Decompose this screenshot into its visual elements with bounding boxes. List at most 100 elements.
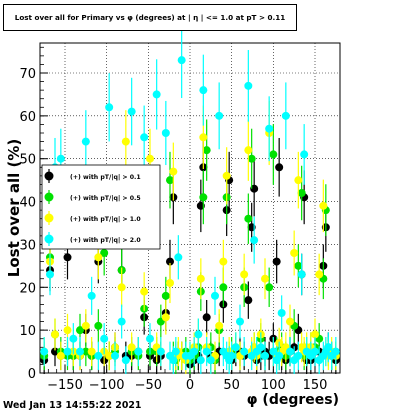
legend-marker (44, 234, 54, 244)
data-point (261, 351, 269, 360)
data-point (206, 356, 215, 365)
legend-box (41, 164, 161, 250)
data-points (40, 22, 340, 378)
data-point (277, 309, 286, 317)
data-point (190, 347, 199, 356)
data-point (294, 351, 303, 360)
x-tick-label: −150 (47, 378, 83, 393)
title-box: Lost over all for Primary vs φ (degrees)… (3, 4, 297, 31)
data-point (297, 189, 306, 197)
data-point (105, 103, 114, 112)
data-point (199, 86, 208, 95)
data-point (134, 347, 143, 356)
timestamp: Wed Jan 13 14:55:22 2021 (3, 400, 142, 411)
data-point (51, 347, 59, 356)
data-point (140, 133, 149, 142)
x-axis-label: φ (degrees) (247, 392, 339, 408)
data-point (111, 351, 119, 360)
data-point (40, 347, 49, 356)
data-point (69, 334, 78, 343)
data-point (286, 317, 294, 326)
data-point (63, 326, 72, 335)
data-point (311, 347, 319, 356)
data-point (331, 347, 340, 356)
y-tick-label: 40 (19, 196, 36, 211)
data-point (196, 356, 205, 365)
data-point (196, 274, 205, 283)
data-point (76, 326, 84, 335)
data-point (256, 343, 265, 352)
data-point (281, 111, 290, 120)
data-point (156, 347, 165, 356)
data-point (265, 283, 274, 292)
y-tick-label: 10 (19, 324, 36, 339)
legend-label: (+) with pT/|q| > 0.1 (70, 174, 141, 182)
y-tick-label: 50 (19, 153, 36, 168)
data-point (290, 249, 299, 257)
data-point (146, 154, 154, 163)
data-point (250, 236, 259, 245)
x-tick-label: 100 (261, 378, 286, 393)
data-point (56, 154, 65, 163)
data-point (319, 201, 328, 210)
data-point (324, 343, 333, 352)
data-point (81, 321, 90, 330)
data-point (269, 347, 278, 356)
data-point (297, 270, 306, 279)
legend-label: (+) with pT/|q| > 1.0 (70, 216, 141, 224)
data-point (94, 351, 103, 360)
data-point (174, 253, 183, 262)
data-point (146, 334, 154, 343)
data-point (87, 347, 96, 356)
data-point (127, 343, 136, 352)
data-point (222, 171, 231, 180)
data-point (219, 257, 228, 266)
data-point (177, 56, 186, 65)
data-point (236, 317, 244, 326)
data-point (51, 330, 59, 339)
legend: (+) with pT/|q| > 0.1 (+) with pT/|q| > 0… (41, 164, 161, 250)
data-point (265, 124, 274, 133)
y-tick-label: 20 (19, 281, 36, 296)
data-point (199, 133, 208, 142)
data-point (63, 253, 72, 262)
data-point (94, 253, 103, 262)
data-point (166, 176, 174, 185)
x-tick-label: 0 (186, 378, 194, 393)
data-point (100, 249, 109, 257)
legend-marker (44, 213, 54, 223)
data-point (311, 330, 319, 339)
data-point (87, 291, 96, 300)
data-point (166, 279, 174, 287)
data-point (81, 137, 90, 146)
data-point (215, 111, 224, 120)
data-point (294, 261, 303, 270)
data-point (161, 291, 170, 300)
data-point (121, 356, 130, 365)
data-point (269, 150, 278, 159)
data-point (231, 343, 240, 352)
data-point (140, 287, 149, 296)
data-point (272, 257, 281, 266)
data-point (294, 176, 303, 185)
data-point (171, 347, 180, 356)
legend-marker (44, 171, 54, 181)
x-tick-label: 50 (223, 378, 240, 393)
data-point (244, 146, 253, 155)
data-point (81, 347, 90, 356)
x-tick-label: 150 (303, 378, 328, 393)
data-point (117, 317, 126, 326)
data-point (300, 150, 309, 159)
data-point (202, 146, 211, 155)
x-tick-label: −50 (135, 378, 162, 393)
data-point (315, 270, 324, 279)
data-point (194, 330, 203, 339)
data-point (56, 351, 65, 360)
data-point (227, 351, 236, 360)
legend-label: (+) with pT/|q| > 2.0 (70, 237, 141, 245)
data-point (76, 347, 84, 356)
data-point (46, 270, 54, 279)
x-tick-label: −100 (89, 378, 125, 393)
